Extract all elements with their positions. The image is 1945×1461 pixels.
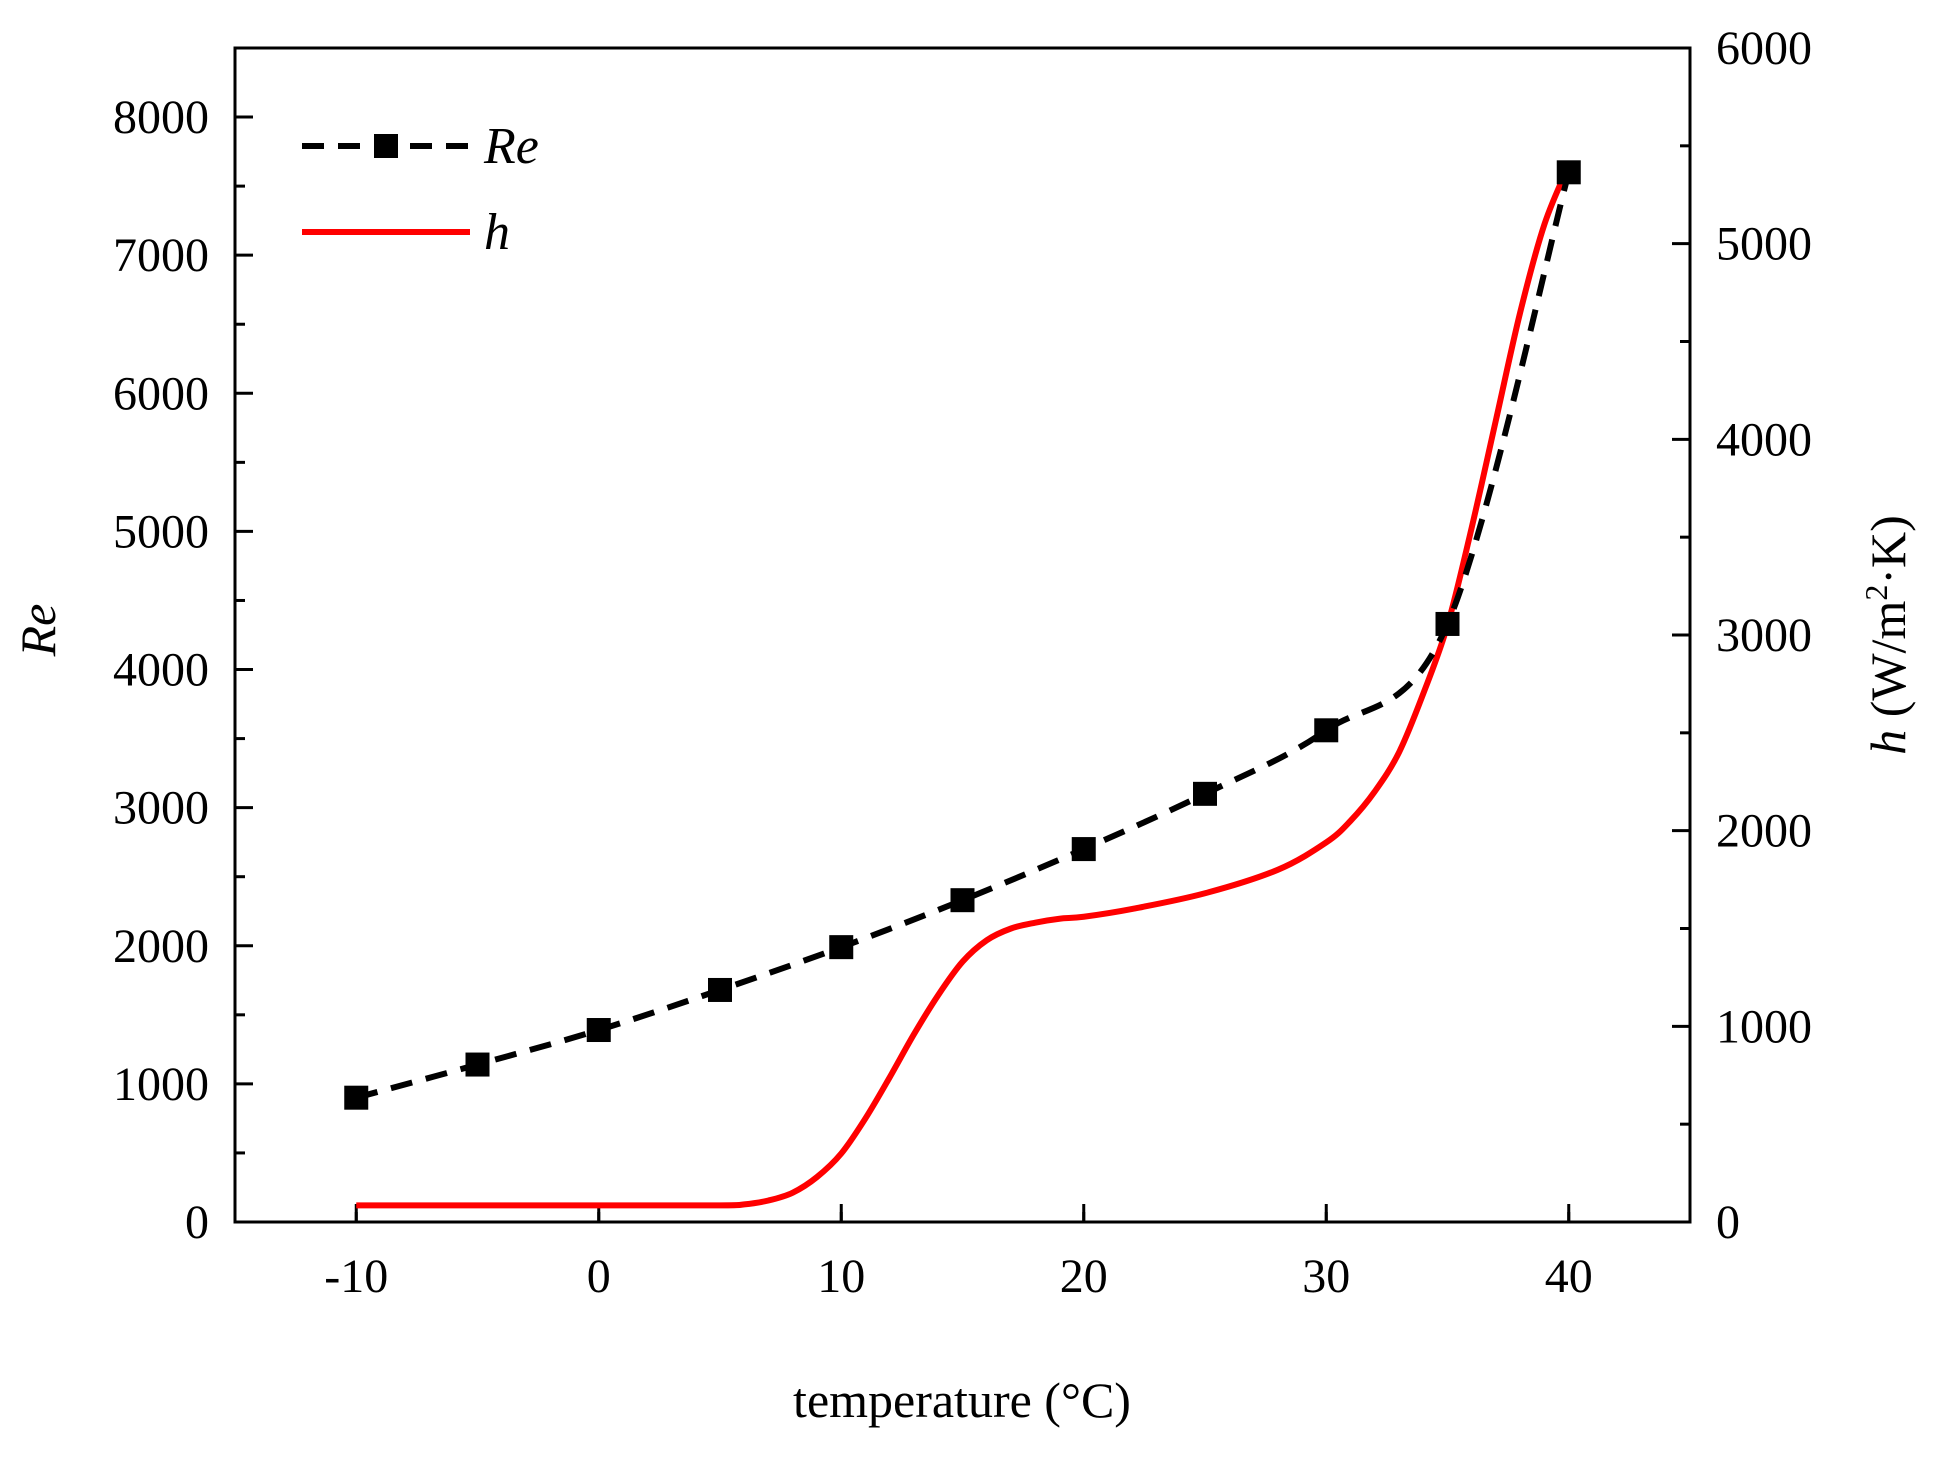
series-re-marker — [1556, 160, 1581, 185]
left-y-tick-label: 5000 — [113, 505, 209, 558]
series-re-marker — [344, 1085, 369, 1110]
right-y-axis-title: h (W/m2·K) — [1858, 515, 1916, 755]
right-y-tick-label: 4000 — [1716, 413, 1812, 466]
right-y-axis-ticks: 0 1000 2000 3000 4000 5000 6000 — [1672, 22, 1812, 1249]
x-tick-label: 30 — [1302, 1250, 1350, 1303]
right-y-tick-label: 1000 — [1716, 1000, 1812, 1053]
left-y-tick-label: 3000 — [113, 782, 209, 835]
series-re-marker — [1193, 781, 1217, 806]
series-re-marker — [1435, 611, 1460, 636]
x-tick-label: 40 — [1545, 1250, 1593, 1303]
left-y-axis-ticks: 0 1000 2000 3000 4000 5000 6000 7000 8000 — [113, 91, 253, 1249]
series-re-marker — [1071, 837, 1096, 862]
series-layer — [344, 160, 1581, 1209]
legend-re-label: Re — [483, 118, 539, 175]
x-axis-title: temperature (°C) — [793, 1372, 1131, 1428]
x-tick-label: 20 — [1060, 1250, 1108, 1303]
left-y-tick-label: 6000 — [113, 367, 209, 420]
left-y-tick-label: 8000 — [113, 91, 209, 144]
left-y-tick-label: 7000 — [113, 229, 209, 282]
left-y-tick-label: 2000 — [113, 920, 209, 973]
left-y-tick-label: 4000 — [113, 644, 209, 697]
series-re-marker — [1314, 718, 1339, 743]
right-y-axis-unit-suffix: ·K) — [1860, 515, 1916, 584]
x-tick-label: 0 — [587, 1250, 611, 1303]
right-y-tick-label: 3000 — [1716, 609, 1812, 662]
right-y-axis-symbol: h — [1860, 730, 1916, 755]
left-y-axis-title: Re — [10, 604, 66, 658]
right-y-tick-label: 0 — [1716, 1196, 1740, 1249]
series-re-marker — [586, 1018, 611, 1043]
series-re-marker — [829, 935, 854, 960]
x-axis-ticks: -10 0 10 20 30 40 — [324, 1204, 1593, 1303]
legend: Re h — [302, 118, 539, 261]
series-re-marker — [708, 977, 732, 1002]
right-y-tick-label: 2000 — [1716, 805, 1812, 858]
right-y-tick-label: 6000 — [1716, 22, 1812, 75]
right-y-tick-label: 5000 — [1716, 218, 1812, 271]
plot-frame — [233, 46, 1692, 1224]
x-tick-label: 10 — [817, 1250, 865, 1303]
x-tick-label: -10 — [324, 1250, 388, 1303]
legend-h-label: h — [484, 204, 510, 261]
right-y-axis-unit-prefix: (W/m — [1860, 601, 1916, 730]
right-y-axis-unit-superscript: 2 — [1858, 585, 1894, 601]
left-y-tick-label: 1000 — [113, 1058, 209, 1111]
legend-re-marker — [374, 134, 398, 158]
left-y-tick-label: 0 — [185, 1196, 209, 1249]
series-re-marker — [950, 888, 975, 913]
series-re-marker — [465, 1052, 490, 1077]
